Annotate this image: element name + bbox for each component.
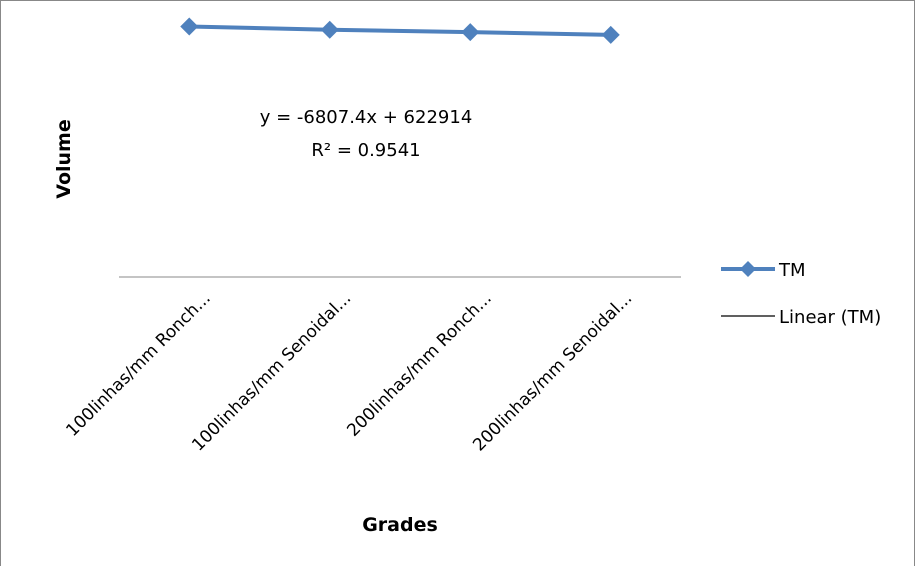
trendline-r-squared: R² = 0.9541 [311,140,420,161]
x-tick-label-3: 200linhas/mm Ronch... [343,288,495,440]
data-point-tm-4 [601,25,620,44]
data-point-tm-3 [461,23,480,42]
x-tick-labels: 100linhas/mm Ronch...100linhas/mm Senoid… [62,288,636,455]
data-point-tm-1 [180,17,199,36]
series-layer [180,17,620,44]
series-line-tm [189,24,611,37]
data-point-tm-2 [320,20,339,39]
legend-swatch-tm-marker [740,261,756,277]
legend-item-tm: TM [721,260,806,281]
legend: TM Linear (TM) [721,260,881,328]
x-tick-label-1: 100linhas/mm Ronch... [62,288,214,440]
legend-label-tm: TM [778,260,806,281]
legend-label-linear-tm: Linear (TM) [779,307,881,328]
y-axis-title: Volume [53,119,75,198]
x-axis-title: Grades [362,514,438,536]
legend-item-linear-tm: Linear (TM) [721,307,881,328]
x-tick-label-2: 100linhas/mm Senoidal... [188,288,355,455]
trendline-equation: y = -6807.4x + 622914 [260,107,473,128]
x-tick-label-4: 200linhas/mm Senoidal... [469,288,636,455]
